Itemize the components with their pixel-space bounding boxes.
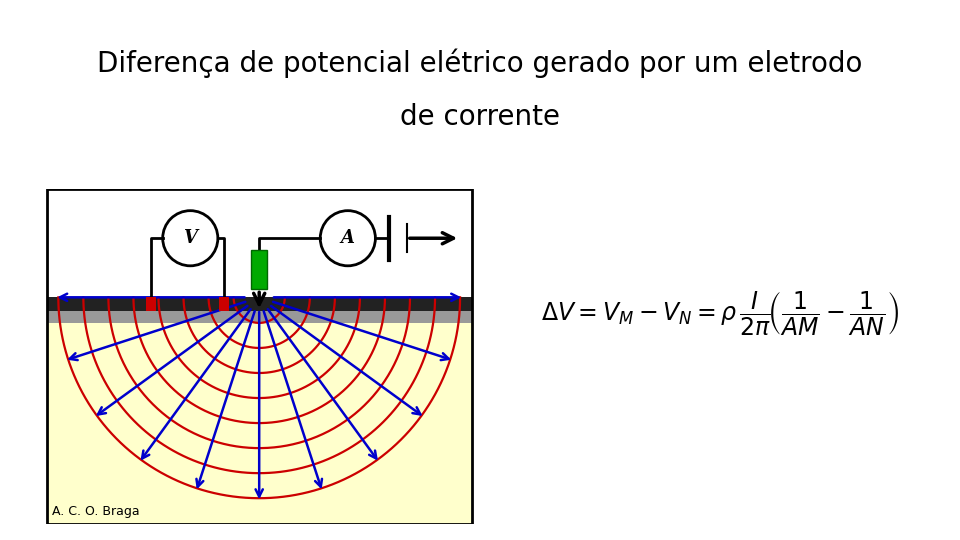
Bar [252,250,267,289]
Text: $\Delta V = V_M - V_N = \rho\,\dfrac{I}{2\pi}\!\left(\dfrac{1}{AM} - \dfrac{1}{A: $\Delta V = V_M - V_N = \rho\,\dfrac{I}{… [540,289,900,337]
Circle shape [162,211,218,266]
Bar [146,298,156,311]
Text: A. C. O. Braga: A. C. O. Braga [53,505,140,518]
Bar [46,298,472,311]
Text: de corrente: de corrente [400,103,560,131]
Text: V: V [183,230,197,247]
Text: A: A [341,230,355,247]
Bar [219,298,228,311]
Bar [46,189,472,298]
Text: Diferença de potencial elétrico gerado por um eletrodo: Diferença de potencial elétrico gerado p… [97,49,863,78]
Bar [46,298,472,524]
Circle shape [321,211,375,266]
Bar [46,311,472,323]
